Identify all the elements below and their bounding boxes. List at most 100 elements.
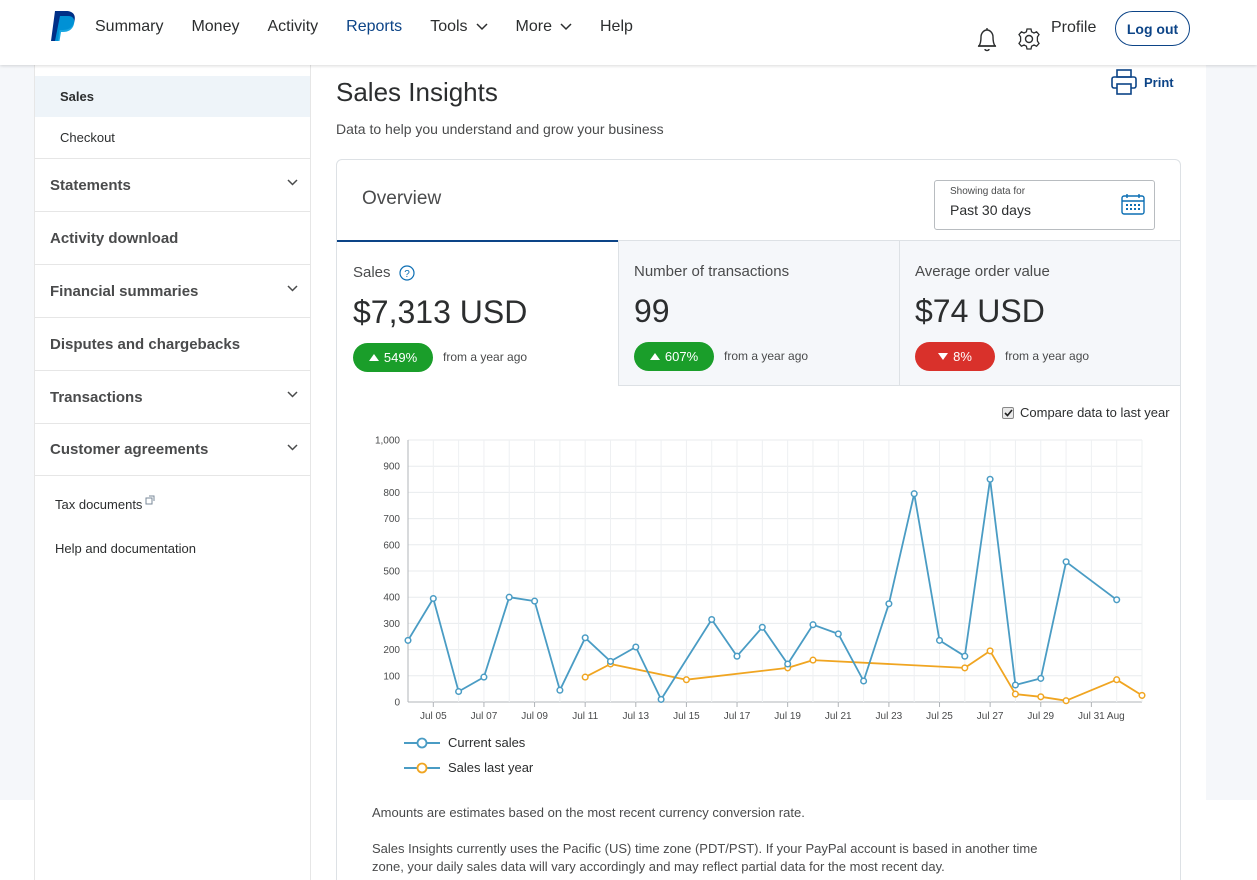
legend-marker-current [404, 737, 440, 748]
data-point [429, 594, 437, 603]
chevron-down-icon [560, 23, 572, 31]
data-point [581, 634, 589, 642]
tab-transactions[interactable]: Number of transactions 99 607% from a ye… [618, 240, 899, 386]
date-range-value: Past 30 days [950, 202, 1031, 218]
sidebar-item-sales[interactable]: Sales [35, 76, 310, 117]
data-point [935, 636, 944, 644]
data-point [986, 647, 994, 655]
data-point [708, 615, 716, 624]
sidebar-item-label: Customer agreements [50, 441, 209, 458]
average-order-change-badge: 8% [915, 342, 995, 371]
data-point [986, 475, 994, 483]
legend-marker-last-year [404, 762, 440, 773]
profile-link[interactable]: Profile [1051, 19, 1097, 36]
change-note: from a year ago [443, 350, 528, 364]
nav-summary[interactable]: Summary [95, 18, 163, 36]
nav-label: Activity [267, 18, 319, 35]
sidebar-item-label: Statements [50, 176, 131, 194]
chevron-down-icon [287, 179, 298, 186]
sidebar-item-activity-download[interactable]: Activity download [35, 211, 310, 264]
data-point [961, 652, 969, 660]
compare-last-year-checkbox[interactable]: Compare data to last year [1002, 405, 1170, 420]
y-tick-label: 900 [383, 462, 400, 473]
data-point [1062, 697, 1070, 705]
sidebar-item-financial-summaries[interactable]: Financial summaries [35, 264, 310, 317]
nav-label: More [515, 18, 552, 35]
nav-help[interactable]: Help [600, 18, 633, 36]
data-point [1113, 596, 1121, 604]
sidebar-item-checkout[interactable]: Checkout [60, 130, 115, 145]
help-icon[interactable]: ? [398, 264, 415, 281]
legend-current-sales[interactable]: Current sales [404, 735, 525, 750]
data-point [1011, 690, 1019, 698]
data-point [1037, 674, 1045, 682]
x-tick-label: Jul 29 [1027, 711, 1054, 722]
data-point [455, 687, 463, 696]
tab-sales[interactable]: Sales ? $7,313 USD 549% from a year ago [337, 240, 618, 386]
help-documentation-link[interactable]: Help and documentation [55, 541, 196, 556]
x-tick-label: Jul 05 [420, 711, 447, 722]
data-point [1113, 676, 1121, 684]
tab-label: Average order value [915, 263, 1050, 280]
legend-label: Current sales [448, 735, 526, 750]
bell-icon[interactable] [975, 27, 999, 53]
external-link-icon [145, 495, 155, 505]
sidebar-link-label: Tax documents [55, 497, 143, 512]
gear-icon[interactable] [1017, 27, 1041, 51]
tab-label: Sales ? [353, 264, 415, 281]
sales-value: $7,313 USD [353, 294, 528, 330]
print-button[interactable]: Print [1110, 68, 1174, 96]
data-point [834, 630, 842, 638]
data-point [480, 673, 488, 681]
data-point [809, 621, 817, 629]
logout-button[interactable]: Log out [1115, 11, 1190, 46]
data-point [682, 676, 690, 684]
nav-more[interactable]: More [516, 18, 572, 36]
nav-money[interactable]: Money [191, 18, 239, 36]
main-nav: Summary Money Activity Reports Tools Mor… [95, 18, 661, 36]
print-label: Print [1144, 74, 1174, 90]
data-point [860, 677, 868, 685]
x-tick-label: Jul 15 [673, 711, 700, 722]
page-subtitle: Data to help you understand and grow you… [336, 121, 664, 137]
nav-tools[interactable]: Tools [430, 18, 488, 36]
nav-activity[interactable]: Activity [267, 18, 318, 36]
legend-sales-last-year[interactable]: Sales last year [404, 760, 533, 775]
currency-note: Amounts are estimates based on the most … [372, 805, 805, 820]
x-tick-label: Jul 11 [572, 711, 598, 722]
x-tick-label: Jul 19 [774, 711, 801, 722]
change-text: 607% [664, 349, 699, 364]
data-point [1011, 681, 1019, 689]
data-point [961, 664, 969, 672]
paypal-logo[interactable] [50, 11, 78, 41]
sidebar-item-customer-agreements[interactable]: Customer agreements [35, 423, 310, 476]
calendar-icon [1121, 194, 1145, 215]
y-tick-label: 700 [383, 514, 400, 525]
data-point [632, 643, 640, 651]
data-point [809, 656, 817, 664]
data-point [733, 652, 741, 660]
nav-label: Help [600, 18, 633, 35]
sidebar-item-statements[interactable]: Statements [35, 158, 310, 211]
chart-series [404, 475, 1146, 705]
change-note: from a year ago [724, 349, 809, 363]
x-tick-label: Jul 13 [622, 711, 649, 722]
sidebar-item-label: Disputes and chargebacks [50, 335, 241, 353]
data-point [404, 636, 412, 644]
tax-documents-link[interactable]: Tax documents [55, 495, 155, 512]
legend-label: Sales last year [448, 760, 534, 775]
tab-divider [899, 241, 900, 386]
chevron-down-icon [287, 285, 298, 292]
date-range-label: Showing data for [950, 186, 1026, 197]
date-range-selector[interactable]: Showing data for Past 30 days [934, 180, 1155, 230]
chevron-down-icon [476, 23, 488, 31]
y-axis: 0 100 200 300 400 500 600 700 800 900 1,000 [375, 436, 400, 709]
nav-reports[interactable]: Reports [346, 18, 402, 36]
top-navigation-bar: Summary Money Activity Reports Tools Mor… [0, 0, 1257, 65]
x-tick-label: Jul 07 [471, 711, 498, 722]
tab-average-order[interactable]: Average order value $74 USD 8% from a ye… [899, 240, 1180, 386]
checkbox[interactable] [1002, 406, 1014, 419]
sidebar-item-disputes[interactable]: Disputes and chargebacks [35, 317, 310, 370]
series-line [584, 650, 1143, 702]
sidebar-item-transactions[interactable]: Transactions [35, 370, 310, 423]
